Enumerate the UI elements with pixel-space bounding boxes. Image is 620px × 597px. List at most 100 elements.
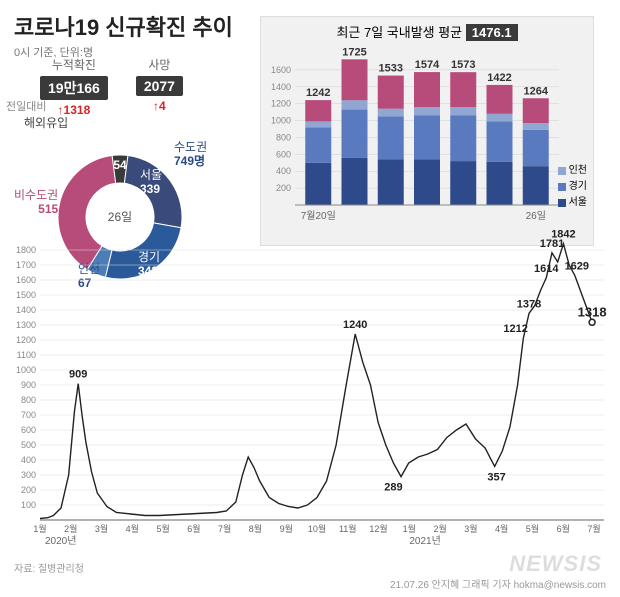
- bar-seoul: [487, 162, 513, 205]
- callout: 357: [487, 471, 505, 483]
- inset-bars: 2004006008001000120014001600124217251533…: [295, 53, 559, 223]
- svg-text:2021년: 2021년: [409, 535, 440, 547]
- svg-text:6월: 6월: [557, 523, 570, 534]
- svg-text:1533: 1533: [379, 63, 403, 75]
- bar-rest: [523, 98, 549, 123]
- stat-delta: ↑4: [136, 99, 183, 113]
- watermark: NEWSIS: [509, 551, 602, 577]
- callout: 1842: [551, 229, 575, 241]
- header: 코로나19 신규확진 추이 0시 기준, 단위:명: [14, 10, 233, 60]
- svg-text:2020년: 2020년: [45, 535, 76, 547]
- inset-legend: 인천 경기 서울: [558, 163, 587, 211]
- callout: 1212: [503, 323, 527, 335]
- bar-incheon: [450, 107, 476, 115]
- bar-incheon: [342, 100, 368, 109]
- svg-text:600: 600: [21, 425, 36, 435]
- credit: 21.07.26 안지혜 그래픽 기자 hokma@newsis.com: [390, 576, 606, 591]
- txt: 해외유입: [24, 116, 68, 130]
- svg-text:3월: 3월: [95, 523, 108, 534]
- svg-text:1월: 1월: [403, 523, 416, 534]
- svg-text:200: 200: [276, 183, 291, 193]
- legend-item: 서울: [558, 195, 587, 211]
- svg-text:500: 500: [21, 440, 36, 450]
- val: 749명: [174, 154, 207, 168]
- svg-text:1200: 1200: [271, 99, 291, 109]
- main-chart: 1002003004005006007008009001000110012001…: [14, 250, 604, 550]
- svg-text:9월: 9월: [280, 523, 293, 534]
- svg-text:26일: 26일: [108, 210, 132, 224]
- svg-text:800: 800: [21, 395, 36, 405]
- bar-seoul: [414, 159, 440, 205]
- svg-text:700: 700: [21, 410, 36, 420]
- svg-text:2월: 2월: [64, 523, 77, 534]
- legend-item: 인천: [558, 163, 587, 179]
- svg-text:300: 300: [21, 470, 36, 480]
- svg-text:10월: 10월: [308, 523, 326, 534]
- svg-text:4월: 4월: [495, 523, 508, 534]
- svg-text:1000: 1000: [16, 365, 36, 375]
- stat-label: 누적확진: [40, 56, 108, 73]
- stat-value: 2077: [136, 76, 183, 96]
- stats-block: 누적확진 19만166 ↑1318 사망 2077 ↑4: [40, 56, 183, 117]
- bar-seoul: [450, 161, 476, 205]
- svg-text:7월20일: 7월20일: [301, 210, 336, 222]
- svg-text:1월: 1월: [33, 523, 46, 534]
- bar-seoul: [305, 163, 331, 205]
- legend-item: 경기: [558, 179, 587, 195]
- svg-text:1600: 1600: [271, 65, 291, 75]
- bar-seoul: [378, 159, 404, 205]
- bar-gyeonggi: [487, 121, 513, 162]
- delta-label: 전일대비: [6, 98, 46, 114]
- svg-text:1400: 1400: [16, 305, 36, 315]
- svg-text:1422: 1422: [487, 72, 511, 84]
- callout: 1240: [343, 319, 367, 331]
- svg-text:1725: 1725: [342, 46, 366, 58]
- source: 자료: 질병관리청: [14, 560, 84, 575]
- svg-text:1000: 1000: [271, 116, 291, 126]
- bar-gyeonggi: [450, 115, 476, 161]
- bar-gyeonggi: [523, 130, 549, 166]
- donut-label-overseas: 해외유입: [24, 116, 68, 130]
- svg-text:2월: 2월: [433, 523, 446, 534]
- svg-text:54: 54: [113, 158, 127, 172]
- bar-seoul: [523, 166, 549, 205]
- callout: 289: [384, 482, 402, 494]
- bar-gyeonggi: [305, 127, 331, 162]
- svg-text:600: 600: [276, 149, 291, 159]
- svg-text:3월: 3월: [464, 523, 477, 534]
- svg-text:7월: 7월: [218, 523, 231, 534]
- stat-value: 19만166: [40, 76, 108, 100]
- bar-incheon: [523, 123, 549, 130]
- donut-seoul: 서울 339: [140, 168, 162, 197]
- callout: 1629: [565, 261, 589, 273]
- svg-text:1600: 1600: [16, 275, 36, 285]
- svg-text:900: 900: [21, 380, 36, 390]
- trend-line: [40, 244, 592, 519]
- stat-label: 사망: [136, 56, 183, 73]
- svg-text:1300: 1300: [16, 320, 36, 330]
- svg-text:1400: 1400: [271, 82, 291, 92]
- bar-incheon: [414, 107, 440, 115]
- bar-incheon: [305, 121, 331, 127]
- donut-label-metro: 수도권 749명: [174, 140, 207, 169]
- svg-text:1573: 1573: [451, 59, 475, 71]
- callout: 1318: [578, 304, 607, 319]
- donut-nonmetro: 비수도권 515: [14, 188, 58, 217]
- svg-text:1242: 1242: [306, 87, 330, 99]
- txt: 수도권: [174, 140, 207, 154]
- bar-gyeonggi: [342, 110, 368, 158]
- bar-rest: [414, 72, 440, 107]
- svg-text:1700: 1700: [16, 260, 36, 270]
- bar-rest: [305, 100, 331, 121]
- svg-text:1800: 1800: [16, 245, 36, 255]
- stat-cumulative: 누적확진 19만166 ↑1318: [40, 56, 108, 117]
- val: 339: [140, 182, 162, 196]
- page: 코로나19 신규확진 추이 0시 기준, 단위:명 누적확진 19만166 ↑1…: [0, 0, 620, 597]
- txt: 비수도권: [14, 188, 58, 202]
- svg-text:8월: 8월: [249, 523, 262, 534]
- svg-text:26일: 26일: [526, 210, 546, 222]
- callout: 1614: [534, 263, 559, 275]
- stat-deaths: 사망 2077 ↑4: [136, 56, 183, 117]
- bar-incheon: [487, 114, 513, 122]
- txt: 최근 7일 국내발생 평균: [336, 25, 462, 40]
